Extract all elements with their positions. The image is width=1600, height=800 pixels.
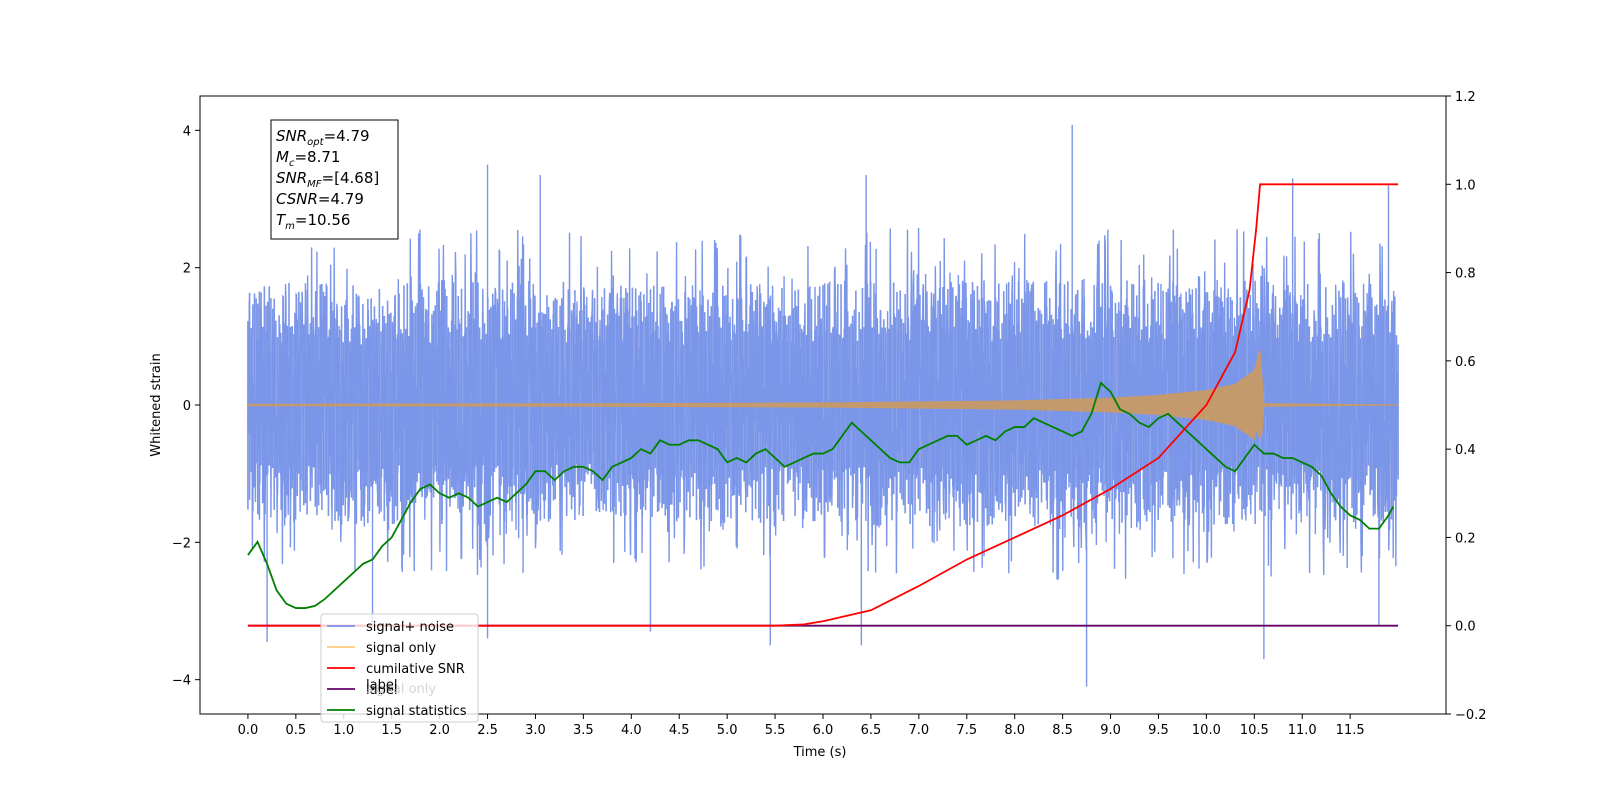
x-tick-label: 4.5 bbox=[669, 723, 690, 738]
y-right-tick-label: 1.0 bbox=[1455, 178, 1476, 193]
legend-label: signal statistics bbox=[366, 704, 467, 719]
x-tick-label: 10.0 bbox=[1192, 723, 1221, 738]
y-right-tick-label: 0.6 bbox=[1455, 355, 1476, 370]
x-tick-label: 0.5 bbox=[286, 723, 307, 738]
x-tick-label: 4.0 bbox=[621, 723, 642, 738]
y-right-tick-label: 0.4 bbox=[1455, 443, 1476, 458]
info-line: Mc=8.71 bbox=[276, 148, 340, 169]
info-value: =[4.68] bbox=[322, 169, 380, 187]
info-subscript: opt bbox=[307, 137, 324, 148]
info-subscript: m bbox=[285, 221, 295, 232]
x-tick-label: 0.0 bbox=[238, 723, 259, 738]
info-box: SNRopt=4.79Mc=8.71SNRMF=[4.68]CSNR=4.79T… bbox=[270, 119, 399, 240]
legend-label-overlay: label bbox=[366, 678, 397, 693]
x-tick-label: 5.0 bbox=[717, 723, 738, 738]
legend-label: label bbox=[366, 683, 397, 698]
legend-frame bbox=[320, 613, 479, 723]
y-left-tick-label: −4 bbox=[172, 674, 191, 689]
y-right-tick-label: 1.2 bbox=[1455, 90, 1476, 105]
x-tick-label: 10.5 bbox=[1240, 723, 1269, 738]
info-line: CSNR=4.79 bbox=[276, 190, 364, 208]
plot-area bbox=[247, 124, 1399, 687]
x-tick-label: 2.5 bbox=[477, 723, 498, 738]
info-value: =4.79 bbox=[324, 127, 370, 145]
info-name: SNR bbox=[276, 169, 307, 187]
y-right-tick-label: 0.2 bbox=[1455, 531, 1476, 546]
info-box-frame bbox=[270, 119, 399, 240]
series-cumulative-snr bbox=[247, 183, 1399, 627]
y-left-tick-label: 2 bbox=[183, 262, 191, 277]
x-tick-label: 9.0 bbox=[1100, 723, 1121, 738]
x-tick-label: 6.0 bbox=[813, 723, 834, 738]
legend-label: cumilative SNR bbox=[366, 662, 465, 677]
x-tick-label: 5.5 bbox=[765, 723, 786, 738]
info-line: SNRMF=[4.68] bbox=[276, 169, 379, 190]
info-line: Tm=10.56 bbox=[276, 211, 350, 232]
y-left-tick-label: −2 bbox=[172, 536, 191, 551]
x-tick-label: 3.5 bbox=[573, 723, 594, 738]
info-value: =10.56 bbox=[295, 211, 351, 229]
axes: 0.0 0.5 1.0 1.5 2.0 2.5 3.0 3.5 4.0 4.5 5.0 5.5 6.0 6… bbox=[172, 90, 1487, 738]
info-line: SNRopt=4.79 bbox=[276, 127, 370, 148]
x-tick-label: 7.0 bbox=[909, 723, 930, 738]
x-axis-label: Time (s) bbox=[793, 745, 847, 760]
legend-ghost-label: signal only bbox=[366, 682, 436, 697]
plot-frame bbox=[199, 95, 1447, 715]
series-signal-statistics bbox=[247, 381, 1395, 609]
x-tick-label: 3.0 bbox=[525, 723, 546, 738]
info-value: =4.79 bbox=[318, 190, 364, 208]
legend-label: signal only bbox=[366, 641, 436, 656]
x-tick-label: 11.0 bbox=[1288, 723, 1317, 738]
info-subscript: MF bbox=[307, 179, 322, 190]
x-tick-label: 2.0 bbox=[429, 723, 450, 738]
signal-noise-band bbox=[247, 280, 1399, 530]
y-right-tick-label: 0.8 bbox=[1455, 267, 1476, 282]
y-axis-label-left: Whitened strain bbox=[149, 353, 164, 456]
x-tick-label: 11.5 bbox=[1336, 723, 1365, 738]
x-tick-label: 1.5 bbox=[381, 723, 402, 738]
y-left-tick-label: 0 bbox=[183, 399, 191, 414]
x-tick-label: 1.0 bbox=[333, 723, 354, 738]
x-tick-label: 6.5 bbox=[861, 723, 882, 738]
y-right-tick-label: −0.2 bbox=[1455, 708, 1487, 723]
x-tick-label: 9.5 bbox=[1148, 723, 1169, 738]
x-tick-label: 8.0 bbox=[1004, 723, 1025, 738]
info-name: M bbox=[276, 148, 289, 166]
info-name: T bbox=[276, 211, 287, 229]
info-name: CSNR bbox=[276, 190, 318, 208]
info-subscript: c bbox=[289, 158, 295, 169]
legend-label: signal+ noise bbox=[366, 620, 454, 635]
info-value: =8.71 bbox=[294, 148, 340, 166]
y-left-tick-label: 4 bbox=[183, 124, 191, 139]
x-tick-label: 8.5 bbox=[1052, 723, 1073, 738]
info-name: SNR bbox=[276, 127, 307, 145]
y-right-tick-label: 0.0 bbox=[1455, 620, 1476, 635]
x-tick-label: 7.5 bbox=[956, 723, 977, 738]
